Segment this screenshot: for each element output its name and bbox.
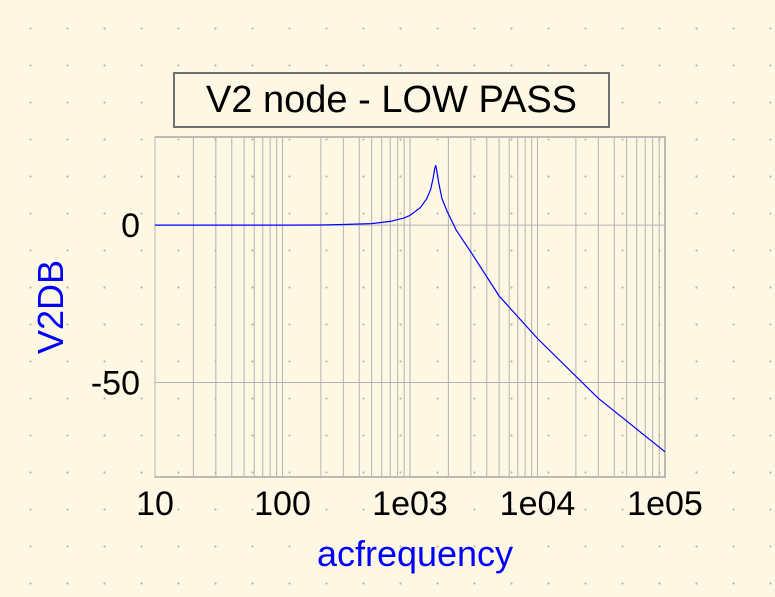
- x-tick-label: 100: [254, 485, 311, 523]
- x-tick-label: 10: [136, 485, 174, 523]
- x-tick-label: 1e03: [372, 485, 448, 523]
- y-axis-label: V2DB: [30, 260, 71, 354]
- y-tick-label: 0: [121, 207, 140, 245]
- series-line: [155, 165, 666, 453]
- x-axis-label: acfrequency: [317, 533, 513, 574]
- x-tick-label: 1e05: [627, 485, 703, 523]
- x-tick-labels: 10 100 1e03 1e04 1e05: [136, 485, 703, 523]
- chart-title: V2 node - LOW PASS: [173, 72, 610, 128]
- x-tick-label: 1e04: [500, 485, 576, 523]
- grid: [154, 137, 665, 477]
- y-tick-label: -50: [91, 365, 140, 403]
- y-tick-labels: 0 -50: [91, 207, 140, 402]
